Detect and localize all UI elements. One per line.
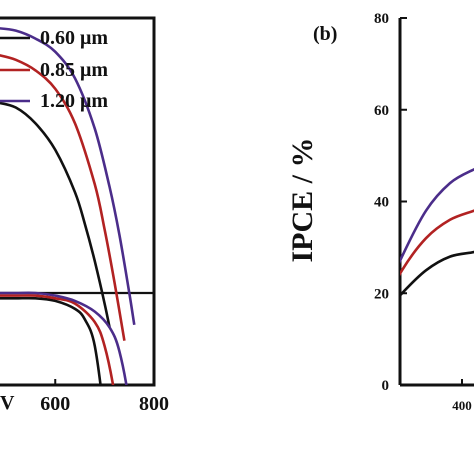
panel-b-ipce-chart: (b) IPCE / % 0 20 40 60 80 400: [286, 11, 474, 413]
panel-a-series-2-light-curve: [0, 294, 115, 385]
panel-b-y-axis-label: IPCE / %: [286, 137, 319, 262]
panel-a-legend: 0.60 μm 0.85 μm 1.20 μm: [0, 27, 108, 112]
panel-a-series-1-light-curve: [0, 296, 102, 385]
panel-b-y-tick-label: 0: [382, 378, 390, 394]
panel-b-y-tick-label: 80: [374, 11, 389, 27]
panel-a-jv-chart: 600 800 V 0.60 μm 0.85 μm 1.20 μm: [0, 16, 169, 415]
legend-label: 0.85 μm: [40, 59, 108, 81]
panel-b-series-2-curve: [400, 209, 474, 277]
panel-b-y-tick-label: 60: [374, 103, 389, 119]
panel-b-series-1-curve: [400, 250, 474, 298]
panel-a-series-3-light-curve: [0, 291, 128, 385]
panel-a-axis-fragment: V: [0, 392, 15, 414]
panel-b-x-tick-label: 400: [452, 398, 472, 413]
legend-label: 1.20 μm: [40, 90, 108, 112]
legend-label: 0.60 μm: [40, 27, 108, 49]
panel-a-series-2-dark-curve: [0, 54, 126, 341]
panel-b-y-tick-label: 40: [374, 195, 389, 211]
panel-a-x-tick-label: 600: [40, 393, 70, 415]
panel-a-frame: [0, 16, 156, 387]
panel-a-x-tick-label: 800: [139, 393, 169, 415]
panel-b-series-3-curve: [400, 167, 474, 264]
panel-a-series-1-dark-curve: [0, 101, 111, 328]
panel-b-y-tick-label: 20: [374, 286, 389, 302]
panel-b-label: (b): [313, 23, 337, 45]
panel-a-series-3-dark-curve: [0, 27, 136, 326]
